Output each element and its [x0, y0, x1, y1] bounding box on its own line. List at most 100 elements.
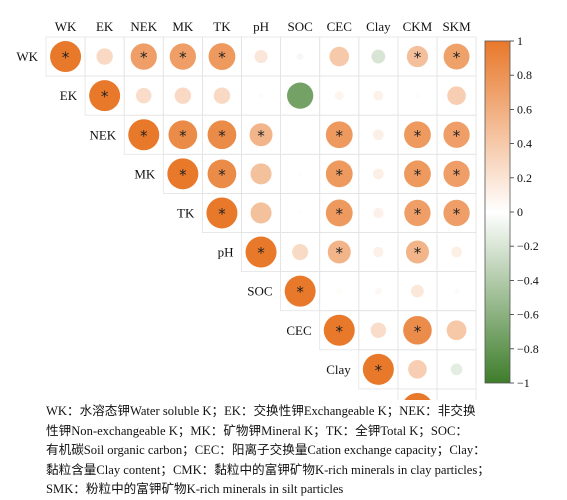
correlation-circle	[284, 275, 316, 307]
correlation-circle	[89, 80, 121, 112]
column-label: TK	[213, 19, 231, 34]
colorbar-tick-label: 0.4	[517, 137, 532, 151]
correlation-circle	[373, 207, 384, 219]
caption-line: 性钾Non-exchangeable K；MK：矿物钾Mineral K；TK：…	[46, 423, 468, 438]
correlation-circle	[258, 92, 264, 99]
significance-marker: *	[62, 49, 70, 67]
column-label: EK	[96, 19, 114, 34]
significance-marker: *	[257, 127, 265, 145]
correlation-circle	[404, 392, 431, 400]
correlation-circle	[404, 199, 431, 227]
correlation-circle	[206, 197, 238, 229]
correlation-circle	[371, 49, 386, 64]
colorbar-gradient	[484, 40, 511, 384]
caption-line: 黏粒含量Clay content；CMK：黏粒中的富钾矿物K-rich mine…	[46, 462, 490, 477]
correlation-circle	[297, 210, 303, 216]
column-label: WK	[55, 19, 77, 34]
correlation-circle	[372, 168, 384, 180]
correlation-circle	[404, 121, 431, 149]
row-label: pH	[218, 245, 234, 260]
significance-marker: *	[414, 49, 422, 67]
colorbar-tick-label: 0.8	[517, 68, 532, 82]
correlation-circle	[403, 315, 432, 345]
significance-marker: *	[453, 205, 461, 223]
significance-marker: *	[453, 166, 461, 184]
colorbar-tick-label: 0.6	[517, 102, 532, 116]
significance-marker: *	[218, 49, 226, 67]
correlation-circle	[325, 121, 353, 149]
correlation-circle	[372, 129, 384, 141]
correlation-circle	[50, 41, 82, 73]
correlation-circle	[207, 159, 237, 189]
correlation-circle	[443, 43, 470, 70]
colorbar-tick-label: −0.2	[517, 239, 539, 253]
correlation-circle	[334, 91, 344, 101]
column-label: CEC	[327, 19, 352, 34]
column-label: CKM	[403, 19, 433, 34]
correlation-circle	[292, 243, 309, 261]
correlation-circle	[96, 48, 113, 65]
correlation-circle	[453, 288, 460, 294]
row-label: MK	[134, 166, 156, 181]
significance-marker: *	[140, 127, 148, 145]
colorbar-tick-label: −0.4	[517, 273, 539, 287]
correlation-circle	[250, 202, 272, 224]
correlation-circle	[362, 353, 394, 385]
row-label: CEC	[286, 323, 311, 338]
correlation-circle	[414, 92, 421, 99]
correlation-circle	[446, 320, 467, 341]
significance-marker: *	[336, 166, 344, 184]
correlation-circle	[325, 160, 353, 188]
correlation-circle	[406, 45, 429, 68]
correlation-circle	[451, 246, 462, 258]
correlation-circle	[297, 171, 303, 177]
correlation-circle	[250, 163, 272, 185]
correlation-circle	[169, 43, 197, 70]
row-label: EK	[60, 88, 78, 103]
correlation-circle	[167, 158, 199, 190]
colorbar-tick-label: 1	[517, 34, 523, 48]
correlation-circle	[411, 284, 424, 298]
colorbar-tick-label: −1	[517, 376, 530, 390]
correlation-circle	[404, 160, 431, 188]
caption-line: SMK：粉粒中的富钾矿物K-rich minerals in silt part…	[46, 482, 344, 496]
correlation-circle	[249, 123, 273, 147]
caption-line: WK：水溶态钾Water soluble K；EK：交换性钾Exchangeab…	[46, 404, 476, 418]
significance-marker: *	[179, 49, 187, 67]
correlation-circle	[373, 246, 384, 258]
grid-cell	[436, 388, 477, 400]
correlation-circle	[174, 87, 192, 104]
colorbar-tick-label: 0	[517, 205, 523, 219]
column-label: NEK	[130, 19, 157, 34]
significance-marker: *	[336, 205, 344, 223]
correlation-circles: ********************************	[50, 41, 470, 400]
correlation-circle	[136, 87, 152, 104]
correlation-circle	[327, 240, 351, 264]
colorbar-tick-label: −0.8	[517, 342, 539, 356]
significance-marker: *	[296, 283, 304, 301]
correlation-circle	[323, 314, 355, 346]
significance-marker: *	[140, 49, 148, 67]
significance-marker: *	[336, 244, 344, 262]
figure-caption: WK：水溶态钾Water soluble K；EK：交换性钾Exchangeab…	[46, 402, 558, 500]
correlation-circle	[443, 199, 470, 227]
significance-marker: *	[453, 49, 461, 67]
correlation-circle	[329, 46, 350, 67]
significance-marker: *	[414, 244, 422, 262]
grid-cell	[397, 388, 438, 400]
correlation-circle	[286, 82, 314, 109]
column-label: MK	[172, 19, 194, 34]
significance-marker: *	[375, 361, 383, 379]
correlation-circle	[443, 121, 470, 148]
significance-marker: *	[336, 127, 344, 145]
correlation-circle	[450, 363, 463, 376]
significance-marker: *	[453, 127, 461, 145]
significance-marker: *	[414, 205, 422, 223]
colorbar: 1 0.8 0.6 0.4 0.2 0 −0.2 −0.4 −0.6 −0.8 −1	[484, 34, 539, 390]
correlation-circle	[208, 43, 236, 70]
significance-marker: *	[179, 127, 187, 145]
correlation-circle	[370, 322, 387, 338]
column-label: SKM	[442, 19, 471, 34]
correlation-circle	[373, 90, 384, 101]
variable-labels: WK EK NEK MK TK pH SOC CEC Clay CKM SKM WK EK NEK MK TK…	[16, 19, 471, 377]
